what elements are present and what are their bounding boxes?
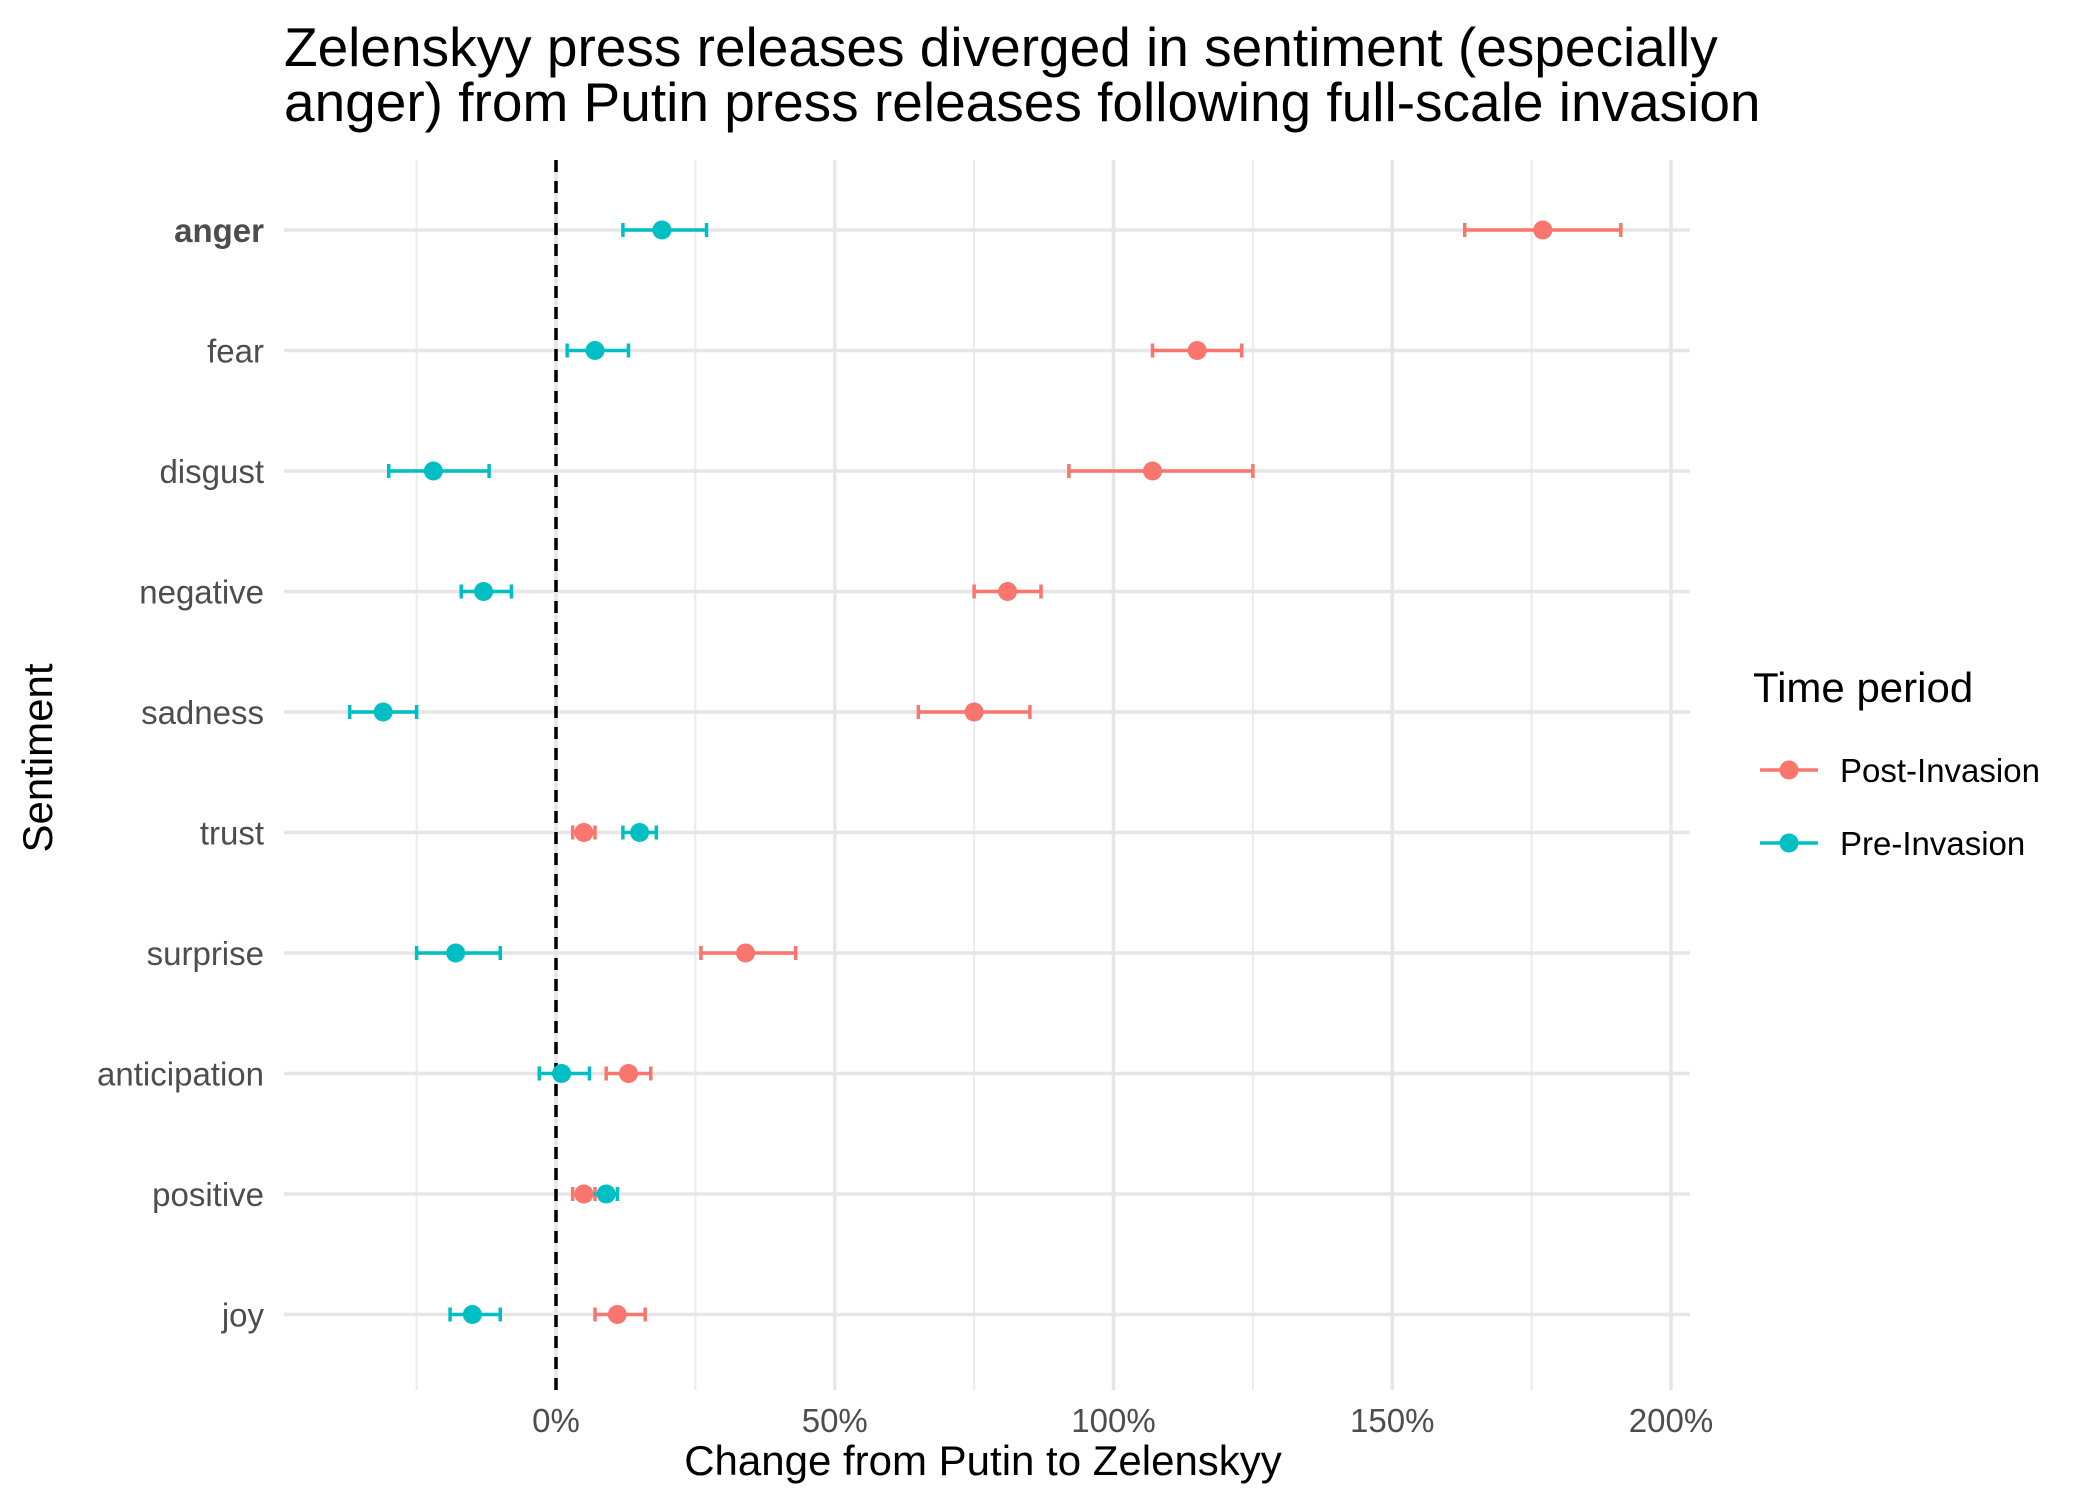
y-tick-label: anger — [174, 212, 264, 249]
point-post-invasion — [574, 1184, 594, 1204]
x-axis-title: Change from Putin to Zelenskyy — [684, 1437, 1282, 1484]
point-post-invasion — [1187, 341, 1207, 360]
x-axis-tick-labels: 0% 50% 100% 150% 200% — [532, 1402, 1713, 1439]
chart-title-line-1: Zelenskyy press releases diverged in sen… — [284, 16, 1718, 78]
point-post-invasion — [1143, 461, 1163, 481]
point-pre-invasion — [630, 823, 650, 842]
point-pre-invasion — [474, 582, 494, 601]
point-pre-invasion — [446, 943, 466, 963]
y-axis-tick-labels: anger fear disgust negative sadness trust surp… — [97, 212, 264, 1334]
point-pre-invasion — [462, 1305, 482, 1324]
y-tick-label: positive — [152, 1176, 264, 1213]
legend-key-point-post-invasion — [1779, 760, 1799, 780]
x-tick-label: 50% — [802, 1402, 868, 1439]
legend-label-post-invasion: Post-Invasion — [1840, 752, 2040, 789]
legend: Time period Post-Invasion Pre-Invasion — [1753, 664, 2040, 862]
legend-label-pre-invasion: Pre-Invasion — [1840, 825, 2025, 862]
point-post-invasion — [1533, 220, 1553, 240]
point-pre-invasion — [652, 220, 672, 240]
grid-minor — [415, 160, 1533, 1390]
legend-title: Time period — [1753, 664, 1973, 711]
point-pre-invasion — [552, 1064, 572, 1083]
point-pre-invasion — [596, 1184, 616, 1204]
x-tick-label: 100% — [1071, 1402, 1155, 1439]
point-pre-invasion — [373, 702, 393, 722]
x-tick-label: 0% — [532, 1402, 580, 1439]
x-tick-label: 150% — [1350, 1402, 1434, 1439]
point-pre-invasion — [585, 341, 605, 360]
y-tick-label: anticipation — [97, 1056, 264, 1093]
point-post-invasion — [998, 582, 1018, 601]
point-post-invasion — [736, 943, 756, 963]
y-tick-label: trust — [200, 815, 264, 852]
point-post-invasion — [618, 1064, 638, 1083]
x-tick-label: 200% — [1629, 1402, 1713, 1439]
point-pre-invasion — [423, 461, 443, 481]
y-tick-label: surprise — [147, 935, 264, 972]
y-tick-label: disgust — [159, 453, 264, 490]
y-tick-label: sadness — [141, 694, 264, 731]
y-tick-label: joy — [221, 1297, 265, 1334]
y-axis-title: Sentiment — [14, 663, 61, 852]
point-post-invasion — [964, 702, 984, 722]
point-post-invasion — [607, 1305, 627, 1324]
chart-title-line-2: anger) from Putin press releases followi… — [284, 71, 1761, 133]
chart-title: Zelenskyy press releases diverged in sen… — [284, 16, 1761, 133]
legend-items: Post-Invasion Pre-Invasion — [1760, 752, 2040, 862]
legend-key-point-pre-invasion — [1779, 833, 1799, 853]
y-tick-label: fear — [207, 333, 264, 370]
y-tick-label: negative — [139, 574, 264, 611]
data-points — [373, 220, 1553, 1324]
point-post-invasion — [574, 823, 594, 842]
